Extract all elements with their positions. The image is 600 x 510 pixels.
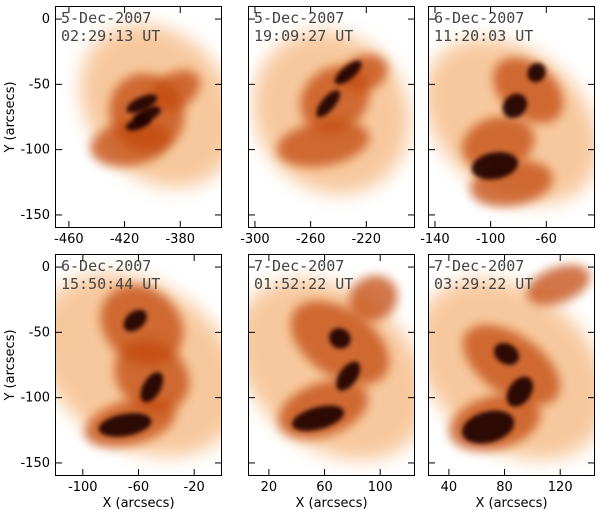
panel-date: 5-Dec-2007 (61, 9, 151, 27)
flare-emission-image (248, 275, 415, 460)
panel-time: 15:50:44 UT (61, 275, 160, 293)
x-tick-label: 100 (368, 480, 393, 495)
x-tick-label: -140 (420, 232, 450, 247)
x-axis-title: X (arcsecs) (102, 496, 174, 510)
panel-time: 19:09:27 UT (254, 27, 353, 45)
emission-core (502, 93, 528, 119)
panel-frame (248, 254, 415, 476)
emission-loop (526, 264, 591, 306)
emission-core (123, 309, 147, 332)
x-axis-title: X (arcsecs) (475, 496, 547, 510)
emission-core (126, 94, 158, 113)
y-tick-label: -100 (20, 391, 50, 406)
flare-emission-image (253, 31, 410, 195)
emission-core (493, 342, 520, 365)
y-tick-label: -150 (20, 456, 50, 471)
flare-emission-image (80, 24, 222, 188)
y-tick-label: 0 (42, 260, 50, 275)
y-axis-title: Y (arcsecs) (3, 81, 18, 153)
panel-time: 11:20:03 UT (434, 27, 533, 45)
y-axis-title: Y (arcsecs) (3, 329, 18, 401)
x-tick-label: -100 (68, 480, 98, 495)
x-tick-label: 80 (496, 480, 513, 495)
emission-loop (150, 69, 201, 111)
emission-loop (462, 324, 561, 406)
x-tick-label: -60 (536, 232, 557, 247)
emission-core (471, 152, 518, 180)
x-tick-label: -220 (352, 232, 382, 247)
panel-date: 5-Dec-2007 (254, 9, 344, 27)
emission-core (98, 413, 152, 437)
flare-emission-image (55, 273, 222, 457)
emission-core (461, 410, 515, 444)
panel-frame (55, 6, 222, 228)
panel-date: 7-Dec-2007 (434, 257, 524, 275)
emission-core (527, 62, 546, 83)
panel-frame (248, 6, 415, 228)
y-tick-label: -100 (20, 143, 50, 158)
panel-time: 03:29:22 UT (434, 275, 533, 293)
flare-emission-image (428, 38, 595, 207)
emission-core (125, 116, 152, 131)
x-tick-label: -260 (296, 232, 326, 247)
y-tick-label: 0 (42, 12, 50, 27)
emission-loop (348, 275, 398, 322)
x-tick-label: -460 (54, 232, 84, 247)
panel-time: 02:29:13 UT (61, 27, 160, 45)
x-tick-label: 60 (316, 480, 333, 495)
emission-core (292, 405, 345, 432)
emission-core (329, 328, 351, 349)
x-tick-label: 20 (261, 480, 278, 495)
x-tick-label: -60 (128, 480, 149, 495)
y-tick-label: -150 (20, 208, 50, 223)
emission-loop (90, 120, 170, 167)
panel-date: 7-Dec-2007 (254, 257, 344, 275)
emission-core (506, 376, 534, 407)
x-tick-label: -20 (184, 480, 205, 495)
emission-core (316, 90, 341, 118)
panel-frame (428, 6, 595, 228)
x-tick-label: -300 (240, 232, 270, 247)
emission-loop (276, 120, 370, 167)
y-tick-label: -50 (29, 77, 50, 92)
x-axis-title: X (arcsecs) (295, 496, 367, 510)
x-tick-label: -420 (110, 232, 140, 247)
emission-core (336, 361, 361, 391)
emission-core (140, 372, 164, 403)
flare-emission-image (428, 264, 595, 460)
x-tick-label: -380 (165, 232, 195, 247)
panel-frame (428, 254, 595, 476)
y-tick-label: -50 (29, 325, 50, 340)
x-tick-label: 40 (441, 480, 458, 495)
emission-core (334, 60, 362, 85)
panel-time: 01:52:22 UT (254, 275, 353, 293)
x-tick-label: -100 (476, 232, 506, 247)
panel-date: 6-Dec-2007 (434, 9, 524, 27)
panel-date: 6-Dec-2007 (61, 257, 151, 275)
x-tick-label: 120 (548, 480, 573, 495)
